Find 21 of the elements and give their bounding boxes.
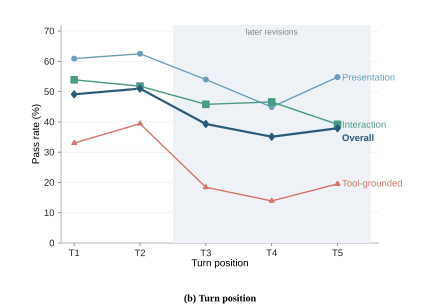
y-tick-label: 10	[44, 209, 54, 216]
y-tick-label: 20	[44, 179, 54, 186]
y-axis-title: Pass rate (%)	[32, 104, 42, 164]
y-tick-label: 50	[44, 88, 54, 95]
y-tick-label: 60	[44, 58, 54, 65]
y-tick-label: 30	[44, 148, 54, 156]
series-label: Tool-grounded	[342, 180, 402, 188]
y-tick-label: 70	[44, 28, 54, 34]
x-tick-label: T5	[332, 250, 343, 256]
series-label: Presentation	[342, 74, 395, 81]
band-label: later revisions	[246, 28, 298, 35]
x-tick-label: T4	[266, 250, 277, 256]
y-tick-label: 40	[44, 118, 54, 126]
text: (b) Turn position	[184, 294, 256, 304]
y-tick-label: 0	[50, 240, 54, 246]
x-axis-title: Turn position	[192, 259, 248, 268]
series-label: Overall	[342, 134, 374, 142]
x-tick-label: T1	[68, 250, 80, 256]
x-tick-label: T2	[134, 250, 146, 256]
series-label: Interaction	[342, 120, 386, 128]
x-tick-label: T3	[200, 250, 211, 256]
